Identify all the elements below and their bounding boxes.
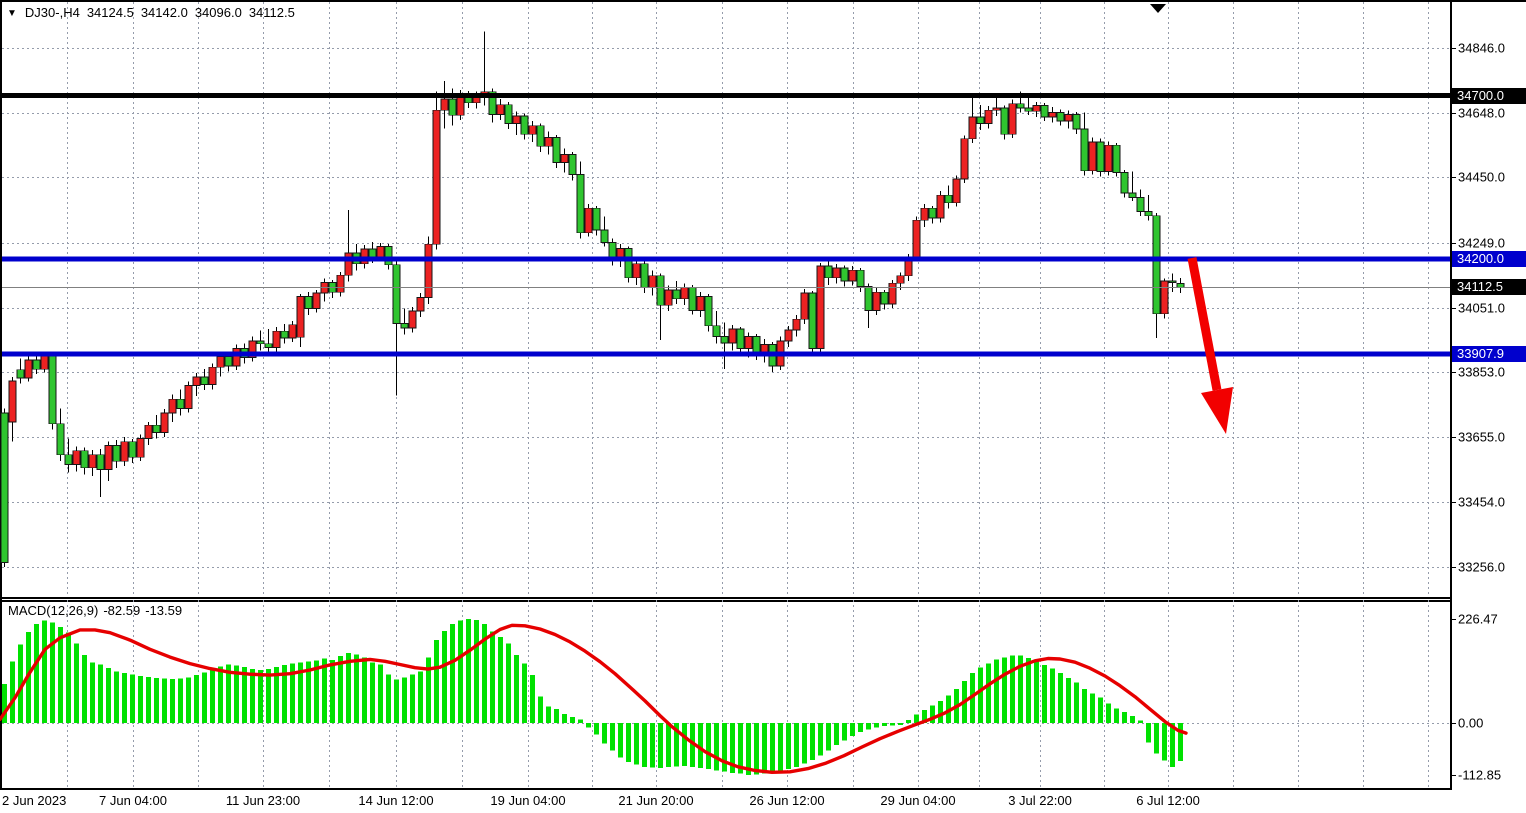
price-axis-label: 34051.0 bbox=[1458, 300, 1505, 315]
time-axis-label: 6 Jul 12:00 bbox=[1136, 793, 1200, 808]
level-line-resistance[interactable] bbox=[2, 93, 1450, 99]
bar-close-value: 34112.5 bbox=[248, 5, 295, 20]
time-axis-label: 29 Jun 04:00 bbox=[880, 793, 956, 808]
bar-low-value: 34096.0 bbox=[194, 5, 242, 20]
candlestick-series bbox=[0, 31, 1185, 567]
symbol-dropdown-icon: ▼ bbox=[7, 8, 17, 19]
time-axis-label: 3 Jul 22:00 bbox=[1008, 793, 1072, 808]
trend-arrow[interactable] bbox=[1187, 257, 1233, 434]
price-axis-badge: 33907.9 bbox=[1452, 346, 1526, 363]
price-axis-badge: 34700.0 bbox=[1452, 87, 1526, 104]
bar-high-value: 34142.0 bbox=[140, 5, 188, 20]
price-axis-label: 33256.0 bbox=[1458, 559, 1505, 575]
macd-axis-label: 0.00 bbox=[1458, 715, 1484, 731]
macd-axis-label: -112.85 bbox=[1458, 767, 1502, 783]
bar-open-value: 34124.5 bbox=[86, 5, 134, 20]
time-axis-label: 19 Jun 04:00 bbox=[490, 793, 566, 808]
level-line-support[interactable] bbox=[2, 351, 1450, 357]
macd-main-value: -82.59 bbox=[103, 603, 141, 618]
macd-histogram bbox=[2, 618, 1183, 776]
symbol-timeframe: DJ30-,H4 bbox=[24, 5, 80, 20]
grid-lines bbox=[2, 2, 1450, 788]
ohlc-info-bar: ▼ DJ30-,H4 34124.5 34142.0 34096.0 34112.5 bbox=[7, 5, 295, 20]
panel-separator-macd-bottom bbox=[0, 788, 1450, 790]
price-axis-badge: 34200.0 bbox=[1452, 250, 1526, 267]
panel-separator-macd-top bbox=[0, 600, 1450, 602]
price-axis-label: 34249.0 bbox=[1458, 235, 1505, 251]
macd-signal-value: -13.59 bbox=[145, 603, 183, 618]
border-left bbox=[0, 0, 2, 790]
price-axis-label: 33655.0 bbox=[1458, 429, 1505, 445]
chart-shift-marker-icon[interactable] bbox=[1150, 4, 1166, 13]
time-axis-label: 11 Jun 23:00 bbox=[225, 793, 301, 808]
panel-separator-main-bottom bbox=[0, 597, 1450, 599]
price-axis-label: 33853.0 bbox=[1458, 364, 1505, 380]
time-axis-label: 26 Jun 12:00 bbox=[749, 793, 825, 808]
axis-ticks bbox=[1450, 48, 1456, 776]
price-axis-label: 33454.0 bbox=[1458, 494, 1505, 510]
time-axis-label: 7 Jun 04:00 bbox=[99, 793, 167, 808]
time-axis-label: 2 Jun 2023 bbox=[2, 793, 67, 808]
macd-signal-line bbox=[0, 623, 1188, 774]
macd-name: MACD(12,26,9) bbox=[8, 603, 99, 618]
price-axis-label: 34450.0 bbox=[1458, 169, 1505, 185]
border-top bbox=[0, 0, 1526, 2]
time-axis-label: 21 Jun 20:00 bbox=[618, 793, 694, 808]
price-axis-label: 34648.0 bbox=[1458, 105, 1505, 121]
horizontal-level-lines[interactable] bbox=[2, 93, 1450, 357]
level-line-support-resistance[interactable] bbox=[2, 256, 1450, 262]
price-axis-label: 34846.0 bbox=[1458, 40, 1505, 56]
axis-separator bbox=[1450, 0, 1452, 790]
time-axis-label: 14 Jun 12:00 bbox=[358, 793, 434, 808]
macd-indicator-label: MACD(12,26,9) -82.59 -13.59 bbox=[8, 603, 187, 618]
price-axis-badge: 34112.5 bbox=[1452, 279, 1526, 296]
macd-axis-label: 226.47 bbox=[1458, 611, 1498, 627]
